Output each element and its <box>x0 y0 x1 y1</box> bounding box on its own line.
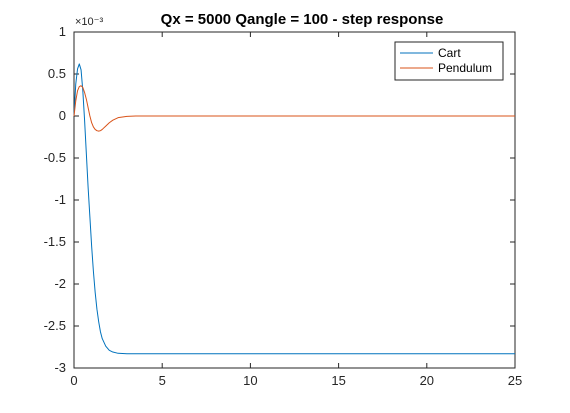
legend-label-pendulum: Pendulum <box>438 61 492 75</box>
x-tick-label: 20 <box>420 373 434 388</box>
legend-label-cart: Cart <box>438 46 461 60</box>
y-tick-label: -0.5 <box>44 150 66 165</box>
y-tick-label: -2.5 <box>44 318 66 333</box>
plot-area <box>74 32 515 368</box>
y-tick-label: 0.5 <box>48 66 66 81</box>
x-tick-label: 10 <box>243 373 257 388</box>
axes-frame <box>74 32 515 368</box>
y-tick-label: -1.5 <box>44 234 66 249</box>
x-tick-label: 5 <box>159 373 166 388</box>
y-tick-label: -2 <box>54 276 66 291</box>
y-tick-label: -1 <box>54 192 66 207</box>
x-tick-label: 25 <box>508 373 522 388</box>
x-tick-label: 15 <box>331 373 345 388</box>
chart-title: Qx = 5000 Qangle = 100 - step response <box>161 11 444 28</box>
x-tick-label: 0 <box>70 373 77 388</box>
y-axis-multiplier: ×10⁻³ <box>75 16 103 28</box>
y-tick-label: -3 <box>54 360 66 375</box>
y-tick-label: 0 <box>59 108 66 123</box>
y-tick-label: 1 <box>59 24 66 39</box>
